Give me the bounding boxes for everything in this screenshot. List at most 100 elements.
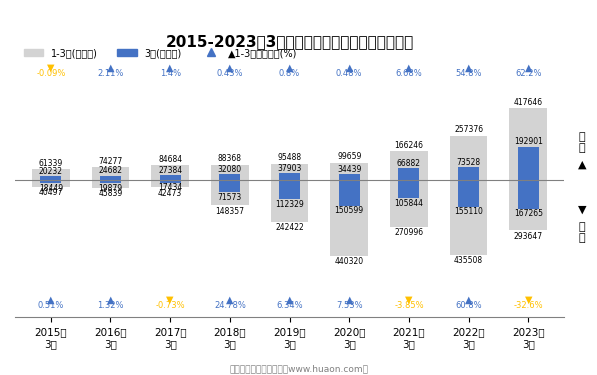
Bar (160, 180, 181, 183)
Text: ▲: ▲ (346, 295, 353, 305)
Bar (450, 180, 487, 255)
Bar (32, 170, 70, 180)
Bar (390, 180, 427, 226)
Text: ▼: ▼ (578, 205, 586, 215)
Text: 270996: 270996 (395, 228, 423, 237)
Text: 17434: 17434 (158, 183, 182, 192)
Text: ▼: ▼ (47, 63, 54, 73)
Bar (100, 180, 121, 183)
Text: 242422: 242422 (275, 223, 304, 232)
Text: 42473: 42473 (158, 189, 182, 198)
Text: -0.09%: -0.09% (36, 69, 66, 78)
Bar (450, 136, 487, 180)
Bar (518, 147, 538, 180)
Text: 54.8%: 54.8% (456, 69, 482, 78)
Bar (211, 165, 249, 180)
Bar (330, 180, 368, 256)
Bar (271, 164, 308, 180)
Text: ▲: ▲ (286, 63, 293, 73)
Text: 88368: 88368 (218, 154, 242, 164)
Text: 71573: 71573 (218, 193, 242, 202)
Bar (220, 174, 241, 180)
Text: 66882: 66882 (397, 159, 421, 168)
Text: 18449: 18449 (39, 184, 63, 193)
Bar (92, 180, 130, 188)
Text: 192901: 192901 (514, 137, 543, 146)
Bar (271, 180, 308, 222)
Text: 148357: 148357 (216, 207, 244, 216)
Bar (398, 168, 419, 180)
Text: -32.6%: -32.6% (513, 301, 543, 310)
Text: 150599: 150599 (335, 206, 364, 215)
Text: 293647: 293647 (513, 232, 543, 241)
Text: 155110: 155110 (454, 207, 483, 216)
Bar (279, 173, 300, 180)
Text: 27384: 27384 (158, 166, 182, 175)
Text: 0.48%: 0.48% (336, 69, 362, 78)
Text: 19879: 19879 (99, 184, 122, 193)
Text: ▲: ▲ (465, 63, 472, 73)
Text: ▲: ▲ (578, 160, 586, 170)
Text: 62.2%: 62.2% (515, 69, 541, 78)
Text: ▼: ▼ (405, 295, 413, 305)
Text: 32080: 32080 (218, 165, 242, 174)
Text: ▲: ▲ (226, 63, 233, 73)
Text: 6.68%: 6.68% (396, 69, 422, 78)
Bar (41, 180, 61, 183)
Bar (211, 180, 249, 206)
Bar (458, 167, 479, 180)
Text: ▲: ▲ (107, 63, 114, 73)
Bar (398, 180, 419, 198)
Bar (390, 152, 427, 180)
Bar (152, 180, 189, 187)
Title: 2015-2023年3月深圳前海综合保税区进、出口额: 2015-2023年3月深圳前海综合保税区进、出口额 (165, 34, 414, 49)
Text: ▲: ▲ (346, 63, 353, 73)
Text: 105844: 105844 (395, 199, 423, 208)
Text: 112329: 112329 (275, 200, 304, 209)
Bar (338, 180, 359, 206)
Text: 34439: 34439 (337, 165, 361, 174)
Legend: 1-3月(万美元), 3月(万美元), ▲1-3月同比增速(%): 1-3月(万美元), 3月(万美元), ▲1-3月同比增速(%) (20, 44, 301, 62)
Bar (458, 180, 479, 207)
Text: ▲: ▲ (167, 63, 174, 73)
Bar (279, 180, 300, 199)
Text: 制图：华经产业研究院（www.huaon.com）: 制图：华经产业研究院（www.huaon.com） (229, 364, 368, 373)
Bar (509, 180, 547, 230)
Text: 167265: 167265 (514, 209, 543, 218)
Text: 257376: 257376 (454, 125, 483, 134)
Text: ▼: ▼ (167, 295, 174, 305)
Text: 61339: 61339 (39, 159, 63, 168)
Text: ▲: ▲ (107, 295, 114, 305)
Text: 435508: 435508 (454, 256, 483, 265)
Text: 40497: 40497 (39, 188, 63, 197)
Text: 7.53%: 7.53% (336, 301, 362, 310)
Text: 37903: 37903 (278, 164, 301, 173)
Text: 0.8%: 0.8% (279, 69, 300, 78)
Text: ▲: ▲ (47, 295, 54, 305)
Bar (330, 163, 368, 180)
Text: 60.8%: 60.8% (456, 301, 482, 310)
Text: ▲: ▲ (465, 295, 472, 305)
Text: ▲: ▲ (525, 63, 532, 73)
Text: 6.34%: 6.34% (276, 301, 303, 310)
Text: 417646: 417646 (513, 98, 543, 107)
Bar (220, 180, 241, 192)
Text: 2.11%: 2.11% (97, 69, 124, 78)
Bar (518, 180, 538, 209)
Text: -3.85%: -3.85% (394, 301, 424, 310)
Text: 95488: 95488 (278, 153, 301, 162)
Text: 进
口: 进 口 (578, 222, 586, 243)
Text: ▲: ▲ (405, 63, 413, 73)
Bar (32, 180, 70, 187)
Text: -0.73%: -0.73% (155, 301, 185, 310)
Bar (41, 177, 61, 180)
Text: 出
口: 出 口 (578, 132, 586, 153)
Text: 1.4%: 1.4% (159, 69, 181, 78)
Bar (92, 167, 130, 180)
Text: 0.43%: 0.43% (217, 69, 243, 78)
Text: 0.51%: 0.51% (38, 301, 64, 310)
Text: 99659: 99659 (337, 153, 361, 162)
Text: ▲: ▲ (286, 295, 293, 305)
Text: 84684: 84684 (158, 155, 182, 164)
Bar (509, 108, 547, 180)
